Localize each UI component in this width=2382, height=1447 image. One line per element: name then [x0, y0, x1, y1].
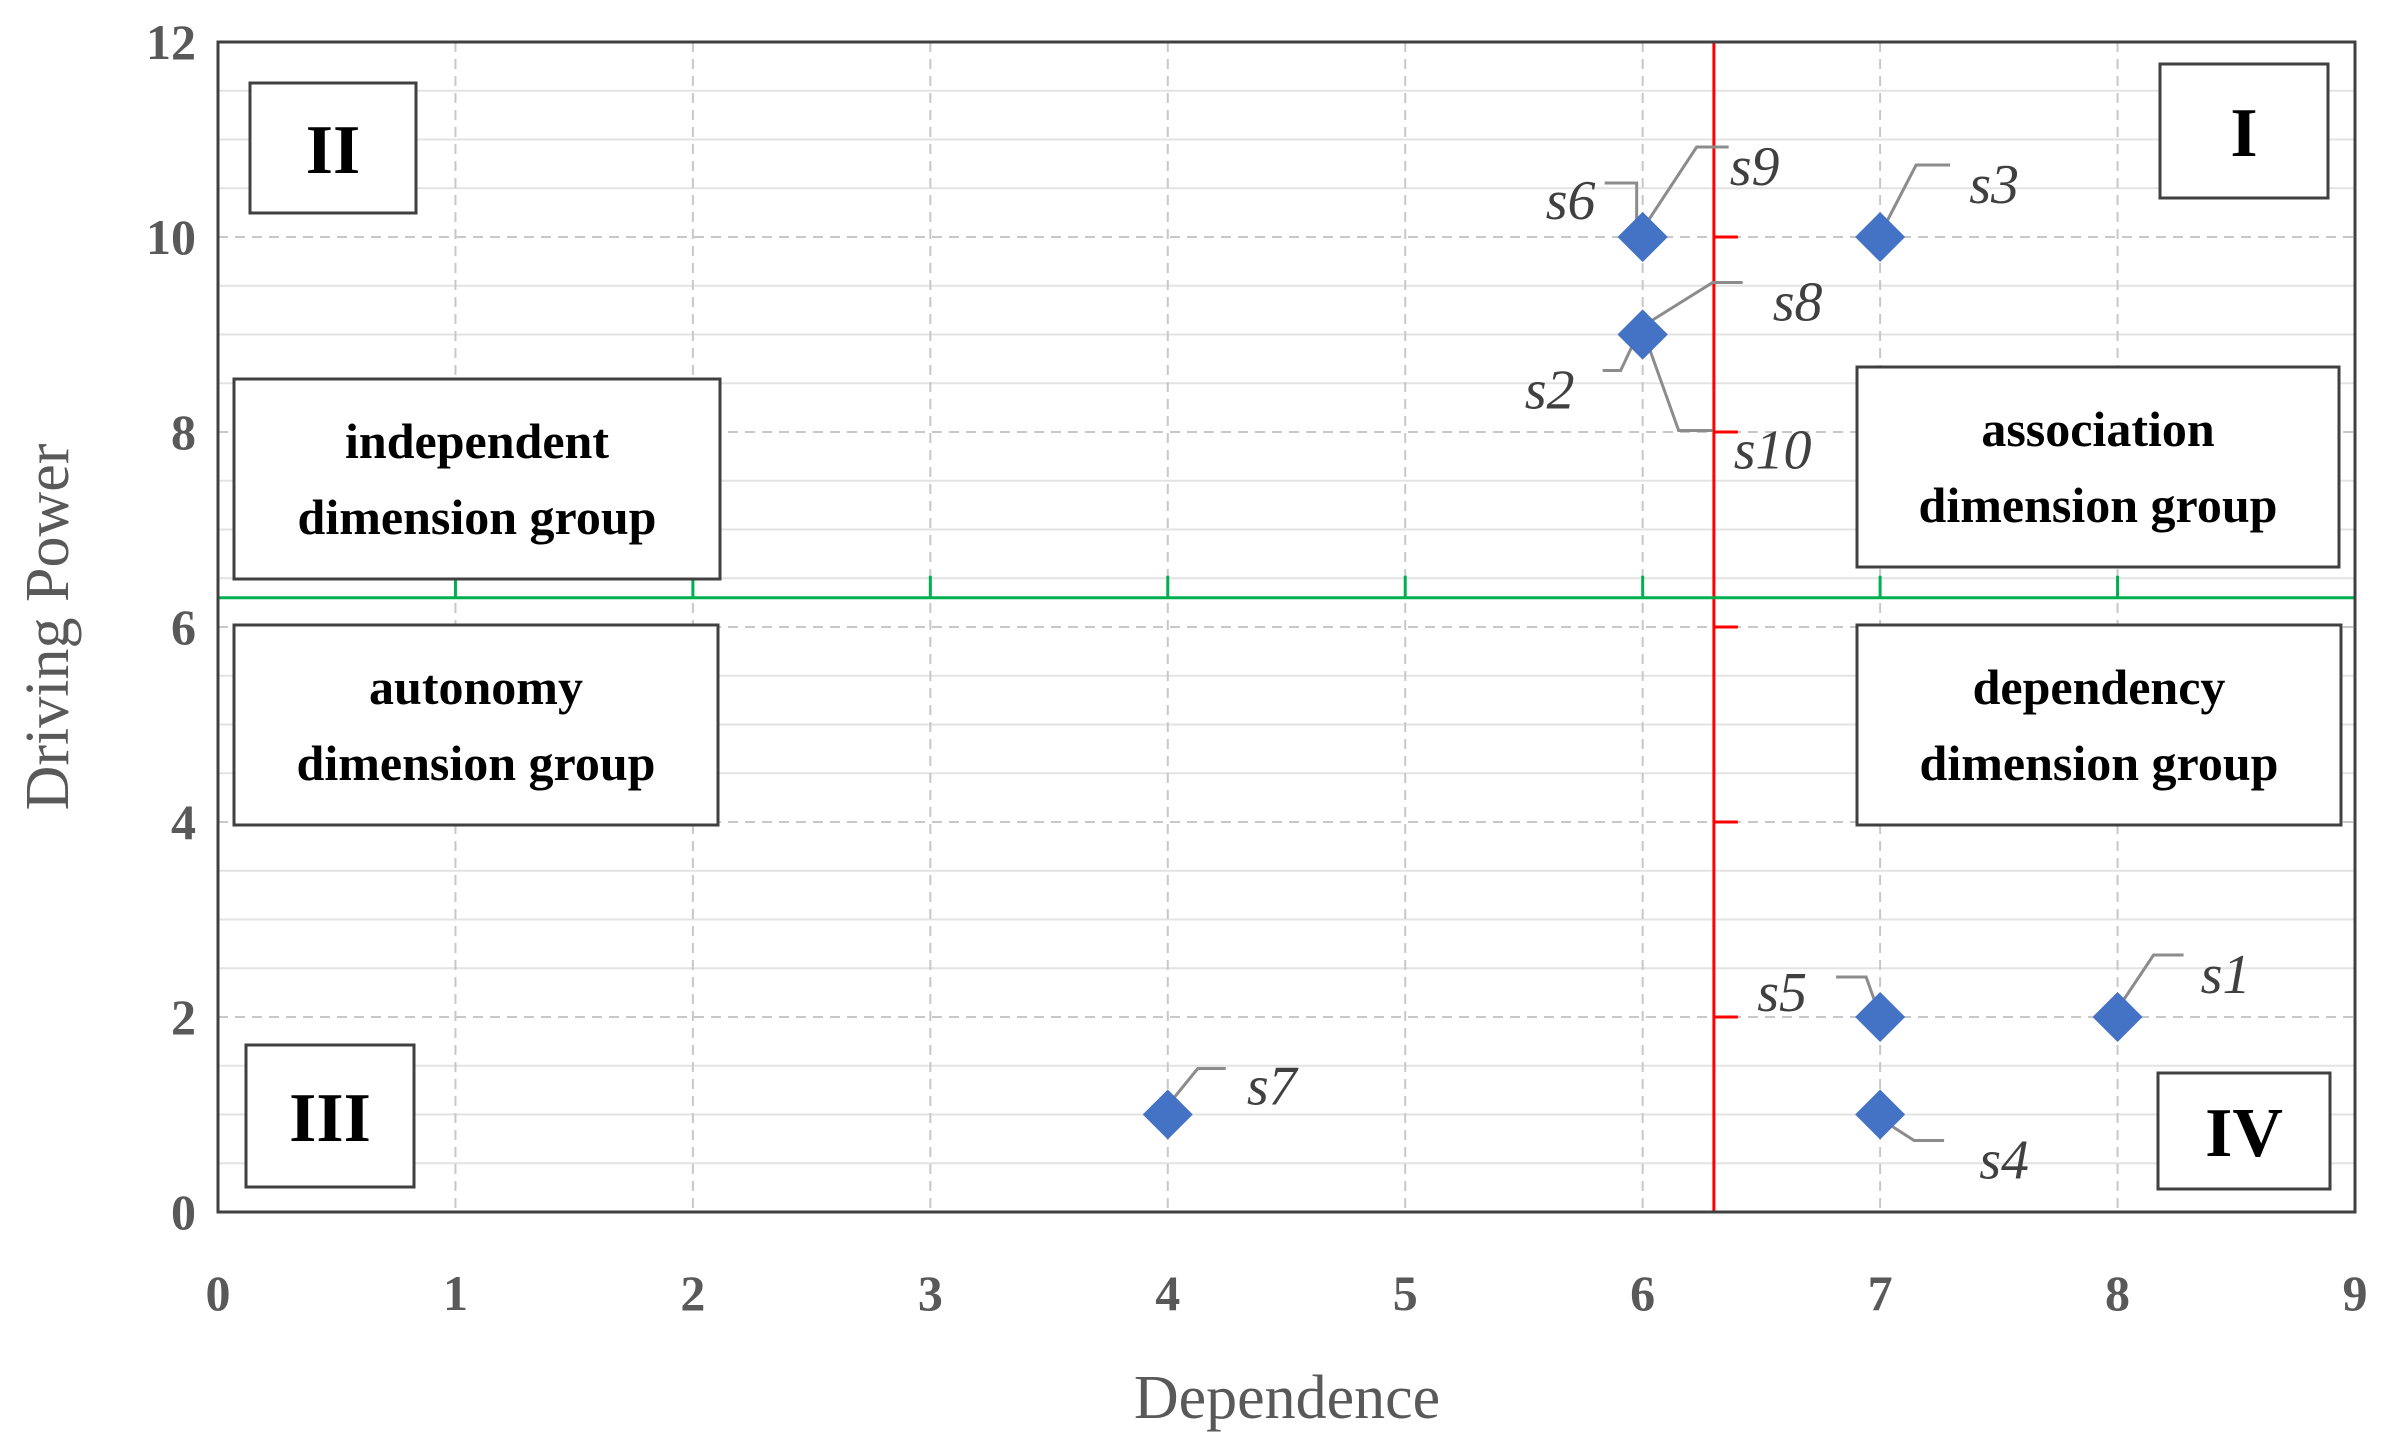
leader-s3 — [1884, 163, 1951, 224]
point-s1 — [2092, 992, 2143, 1042]
dependency-group-box-text: dimension group — [1920, 735, 2279, 791]
point-label-s4: s4 — [1979, 1130, 2029, 1192]
quadrant-IV-box-border — [2156, 1071, 2332, 1191]
association-group-box-border — [1855, 365, 2341, 569]
point-s4 — [1855, 1089, 1906, 1140]
y-tick-label: 12 — [146, 14, 196, 70]
y-tick-label: 6 — [171, 599, 196, 655]
x-tick-label: 7 — [1868, 1265, 1893, 1321]
independent-group-box-text: independent — [345, 413, 609, 469]
association-group-box: association dimension group — [1855, 365, 2341, 569]
dependency-group-box: dependency dimension group — [1855, 623, 2343, 827]
quadrant-III-box-border — [244, 1043, 416, 1189]
autonomy-group-box: autonomy dimension group — [232, 623, 720, 827]
autonomy-group-box-text: autonomy — [369, 659, 583, 715]
point-label-s7: s7 — [1247, 1056, 1299, 1118]
x-tick-label: 3 — [918, 1265, 943, 1321]
y-tick-label: 0 — [171, 1184, 196, 1240]
independent-group-box-border — [232, 377, 722, 581]
quadrant-dividers — [218, 42, 2355, 1212]
point-label-s10: s10 — [1734, 420, 1812, 482]
point-s5 — [1855, 992, 1906, 1042]
leader-s6 — [1604, 181, 1639, 225]
independent-group-box: independent dimension group — [232, 377, 722, 581]
point-label-s6: s6 — [1546, 170, 1596, 232]
x-tick-label: 8 — [2105, 1265, 2130, 1321]
leader-s7 — [1170, 1067, 1226, 1102]
point-label-s2: s2 — [1525, 360, 1575, 422]
point-labels: s1 s2 s3 s4 s5 s6 s7 s8 s9 s10 — [1247, 136, 2251, 1192]
y-axis-title: Driving Power — [14, 443, 82, 810]
point-label-s5: s5 — [1757, 962, 1807, 1024]
y-tick-label: 4 — [171, 794, 196, 850]
autonomy-group-box-border — [232, 623, 720, 827]
point-label-s9: s9 — [1730, 136, 1780, 198]
leader-s5 — [1836, 975, 1878, 1006]
quadrant-I-box: I — [2158, 62, 2330, 200]
x-tick-label: 9 — [2343, 1265, 2368, 1321]
x-tick-label: 4 — [1155, 1265, 1180, 1321]
plot-frame — [216, 40, 2357, 1214]
y-tick-label: 2 — [171, 989, 196, 1045]
quadrant-III-box-text: III — [289, 1080, 371, 1157]
quadrant-IV-box: IV — [2156, 1071, 2332, 1191]
quadrant-I-box-border — [2158, 62, 2330, 200]
quadrant-II-box: II — [248, 81, 418, 215]
quadrant-I-box-text: I — [2230, 95, 2257, 172]
leader-s8 — [1647, 281, 1743, 324]
independent-group-box-text: dimension group — [298, 489, 657, 545]
point-s10 — [1617, 309, 1668, 360]
autonomy-group-box-text: dimension group — [297, 735, 656, 791]
point-s3 — [1855, 212, 1906, 262]
dependency-group-box-text: dependency — [1973, 659, 2226, 715]
x-tick-label: 5 — [1393, 1265, 1418, 1321]
x-tick-label: 2 — [680, 1265, 705, 1321]
point-label-s1: s1 — [2201, 944, 2251, 1006]
point-s7 — [1142, 1089, 1193, 1140]
association-group-box-text: association — [1981, 401, 2215, 457]
dependency-group-box-border — [1855, 623, 2343, 827]
quadrant-II-box-border — [248, 81, 418, 215]
quadrant-II-box-text: II — [306, 112, 360, 189]
x-tick-label: 0 — [206, 1265, 231, 1321]
point-label-s8: s8 — [1773, 272, 1823, 334]
y-tick-label: 8 — [171, 404, 196, 460]
point-label-s3: s3 — [1969, 154, 2019, 216]
x-axis-title: Dependence — [1134, 1364, 1440, 1432]
data-points — [1142, 212, 2143, 1140]
quadrant-IV-box-text: IV — [2205, 1095, 2283, 1172]
point-s9 — [1617, 212, 1668, 262]
x-tick-label: 1 — [443, 1265, 468, 1321]
leader-s4 — [1885, 1121, 1945, 1142]
leader-s1 — [2120, 953, 2184, 1004]
leader-s10 — [1647, 345, 1713, 432]
plot-border — [216, 40, 2357, 1214]
y-tick-label: 10 — [146, 209, 196, 265]
leader-s9 — [1645, 145, 1729, 224]
association-group-box-text: dimension group — [1919, 477, 2278, 533]
x-tick-label: 6 — [1630, 1265, 1655, 1321]
quadrant-III-box: III — [244, 1043, 416, 1189]
